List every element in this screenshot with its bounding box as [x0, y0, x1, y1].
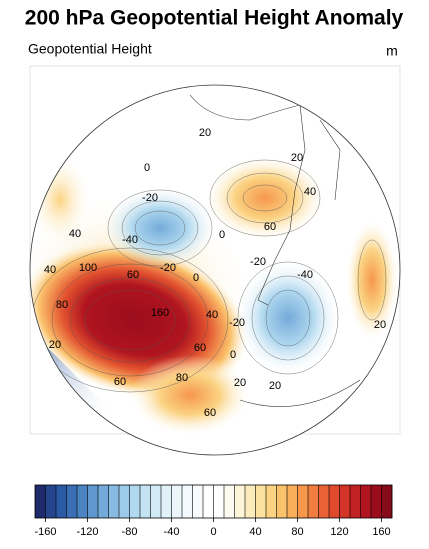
globe-outline: [29, 84, 401, 456]
colorbar-box: [119, 485, 130, 518]
colorbar-box: [203, 485, 214, 518]
contour-label: 0: [219, 229, 225, 241]
contour-label: 0: [193, 272, 199, 284]
colorbar-tick-label: 0: [210, 526, 216, 538]
contour-label: 80: [176, 372, 188, 384]
contour-label: -20: [160, 262, 176, 274]
colorbar-box: [297, 485, 309, 518]
unit: m: [386, 43, 398, 59]
contour-label: 20: [234, 377, 246, 389]
colorbar-box: [77, 485, 88, 518]
colorbar-box: [329, 485, 340, 518]
colorbar-box: [339, 485, 351, 518]
colorbar-box: [98, 485, 109, 518]
colorbar-box: [108, 485, 120, 518]
contour-label: 20: [199, 127, 211, 139]
colorbar-box: [360, 485, 372, 518]
colorbar-box: [56, 485, 67, 518]
colorbar-box: [245, 485, 256, 518]
contour-label: 20: [291, 152, 303, 164]
contour-label: 60: [264, 221, 276, 233]
subtitle: Geopotential Height: [28, 41, 152, 57]
contour-label: 40: [304, 186, 316, 198]
colorbar-tick-label: 40: [249, 526, 261, 538]
colorbar-box: [161, 485, 172, 518]
contour-label: 100: [79, 262, 97, 274]
colorbar-box: [213, 485, 225, 518]
contour-label: 20: [374, 319, 386, 331]
contour-label: 60: [194, 342, 206, 354]
colorbar-box: [150, 485, 162, 518]
colorbar-box: [182, 485, 193, 518]
colorbar: -160 -120 -80 -40 0 40 80 120 160: [34, 484, 393, 538]
contour-label: 20: [49, 339, 61, 351]
colorbar-box: [45, 485, 57, 518]
title: 200 hPa Geopotential Height Anomaly: [25, 7, 404, 30]
contour-label: -20: [229, 317, 245, 329]
colorbar-box: [129, 485, 141, 518]
colorbar-box: [87, 485, 99, 518]
contour-label: -20: [142, 192, 158, 204]
colorbar-tick-label: 120: [330, 526, 348, 538]
contour-label: 80: [56, 299, 68, 311]
contour-label: 0: [144, 162, 150, 174]
contour-label: 40: [69, 228, 81, 240]
colorbar-tick-label: -40: [164, 526, 180, 538]
contour-label: 20: [269, 380, 281, 392]
colorbar-box: [234, 485, 246, 518]
contour-label: 160: [151, 307, 169, 319]
colorbar-box: [318, 485, 330, 518]
contour-label: -20: [250, 256, 266, 268]
colorbar-tick-label: 160: [372, 526, 390, 538]
colorbar-box: [308, 485, 319, 518]
colorbar-box: [287, 485, 298, 518]
colorbar-tick-label: -120: [76, 526, 98, 538]
globe: 20 0 -20 20 40 -40 40 60 0 -20 100 60 -20 0 40 -40 80 160…: [30, 85, 400, 455]
colorbar-box: [381, 485, 393, 518]
contour-label: -40: [297, 269, 313, 281]
contour-label: 60: [204, 407, 216, 419]
colorbar-box: [224, 485, 235, 518]
contour-label: 60: [114, 376, 126, 388]
colorbar-box: [66, 485, 78, 518]
contour-label: 0: [230, 349, 236, 361]
colorbar-tick-label: -160: [34, 526, 56, 538]
colorbar-box: [171, 485, 183, 518]
colorbar-tick-label: 80: [291, 526, 303, 538]
colorbar-box: [140, 485, 151, 518]
colorbar-tick-label: -80: [122, 526, 138, 538]
contour-label: 40: [44, 264, 56, 276]
colorbar-box: [350, 485, 361, 518]
colorbar-box: [276, 485, 288, 518]
colorbar-box: [266, 485, 277, 518]
contour-label: 60: [127, 269, 139, 281]
colorbar-box: [371, 485, 382, 518]
contour-label: -40: [122, 234, 138, 246]
colorbar-box: [192, 485, 204, 518]
colorbar-box: [255, 485, 267, 518]
contour-label: 40: [206, 309, 218, 321]
colorbar-box: [35, 485, 46, 518]
